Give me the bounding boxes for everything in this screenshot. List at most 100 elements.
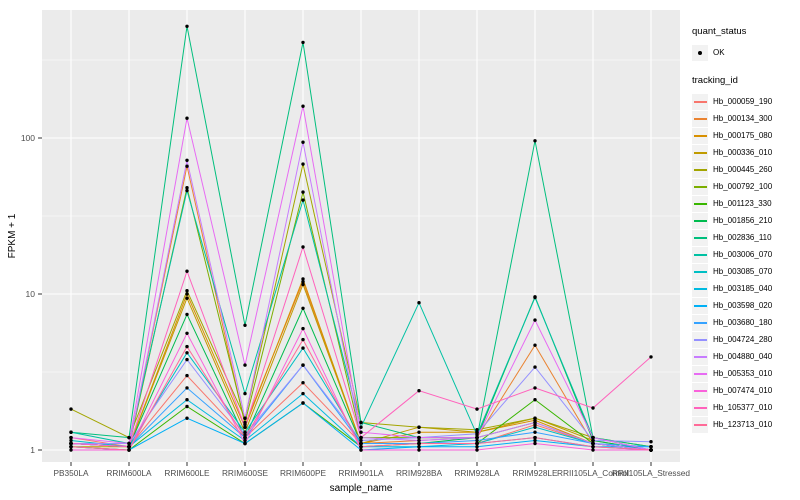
line-key-icon [692,110,708,127]
data-point [301,363,305,367]
line-key-icon [692,263,708,280]
data-point [475,432,479,436]
data-point [533,318,537,322]
line-key-icon [692,246,708,263]
data-point [475,445,479,449]
line-key-icon [692,212,708,229]
legend-item-label: Hb_007474_010 [713,386,773,395]
x-axis-title: sample_name [330,483,393,494]
x-tick-label: RRIM928LE [512,468,558,478]
data-point [301,104,305,108]
data-point [359,430,363,434]
legend-item-label: Hb_003598_020 [713,301,773,310]
data-point [533,365,537,369]
data-point [127,445,131,449]
data-point [301,381,305,385]
legend-item-Hb_003680_180: Hb_003680_180 [692,314,798,331]
data-point [417,301,421,305]
data-point [301,277,305,281]
legend-item-label: Hb_000059_190 [713,97,773,106]
legend-item-label: Hb_000445_260 [713,165,773,174]
data-point [649,440,653,444]
legend-item-Hb_000134_300: Hb_000134_300 [692,110,798,127]
data-point [591,448,595,452]
data-point [185,188,189,193]
legend: quant_status OK tracking_id Hb_000059_19… [692,26,798,447]
legend-item-Hb_004724_280: Hb_004724_280 [692,331,798,348]
data-point [243,363,247,367]
line-key-icon [692,399,708,416]
x-tick-label: RRIM600SE [222,468,269,478]
legend-item-label: Hb_002836_110 [713,233,772,242]
data-point [533,343,537,347]
legend-item-label: Hb_001123_330 [713,199,772,208]
data-point [243,435,247,440]
legend-item-label: Hb_004880_040 [713,352,773,361]
data-point [301,162,305,166]
legend-item-label: Hb_003185_040 [713,284,773,293]
data-point [417,445,421,449]
data-point [301,140,305,144]
legend-item-Hb_000336_010: Hb_000336_010 [692,144,798,161]
legend-item-Hb_003598_020: Hb_003598_020 [692,297,798,314]
data-point [243,441,247,446]
data-point [475,448,479,452]
legend-item-label: Hb_105377_010 [713,403,773,412]
data-point [533,420,537,425]
data-point [69,445,73,449]
data-point [533,416,537,420]
data-point [649,448,653,452]
legend-item-Hb_000445_260: Hb_000445_260 [692,161,798,178]
data-point [243,433,247,437]
line-key-icon [692,416,708,433]
legend-item-Hb_000792_100: Hb_000792_100 [692,178,798,195]
line-key-icon [692,280,708,297]
data-point [359,420,363,425]
data-point [591,438,595,443]
legend-item-Hb_007474_010: Hb_007474_010 [692,382,798,399]
data-point [649,445,653,449]
x-tick-label: RRII105LA_Stressed [612,468,690,478]
data-point [301,337,305,342]
line-key-icon [692,229,708,246]
data-point [69,435,73,440]
data-point [533,441,537,446]
legend-item-Hb_003085_070: Hb_003085_070 [692,263,798,280]
legend-item-Hb_001856_210: Hb_001856_210 [692,212,798,229]
data-point [185,292,189,296]
data-point [243,430,247,434]
legend-item-label: OK [713,48,725,57]
point-key-icon [692,44,708,61]
data-point [533,425,537,429]
data-point [533,139,537,143]
data-point [301,198,305,202]
x-tick-label: RRIM600LE [164,468,210,478]
line-key-icon [692,365,708,382]
data-point [185,351,189,355]
legend-item-label: Hb_003006_070 [713,250,773,259]
data-point [649,355,653,359]
legend-item-Hb_001123_330: Hb_001123_330 [692,195,798,212]
data-point [243,391,247,396]
legend-item-label: Hb_003680_180 [713,318,773,327]
data-point [127,435,131,440]
data-point [591,441,595,446]
data-point [417,448,421,452]
legend-item-Hb_123713_010: Hb_123713_010 [692,416,798,433]
legend-item-label: Hb_004724_280 [713,335,773,344]
data-point [243,416,247,420]
data-point [359,435,363,440]
line-key-icon [692,382,708,399]
data-point [243,438,247,443]
data-point [301,346,305,350]
legend-item-ok: OK [692,44,798,61]
legend-item-label: Hb_000134_300 [713,114,773,123]
legend-item-Hb_003185_040: Hb_003185_040 [692,280,798,297]
legend-tracking-id-title: tracking_id [692,75,738,86]
data-point [533,386,537,390]
data-point [185,186,189,190]
data-point [591,406,595,410]
data-point [185,386,189,390]
data-point [417,435,421,440]
